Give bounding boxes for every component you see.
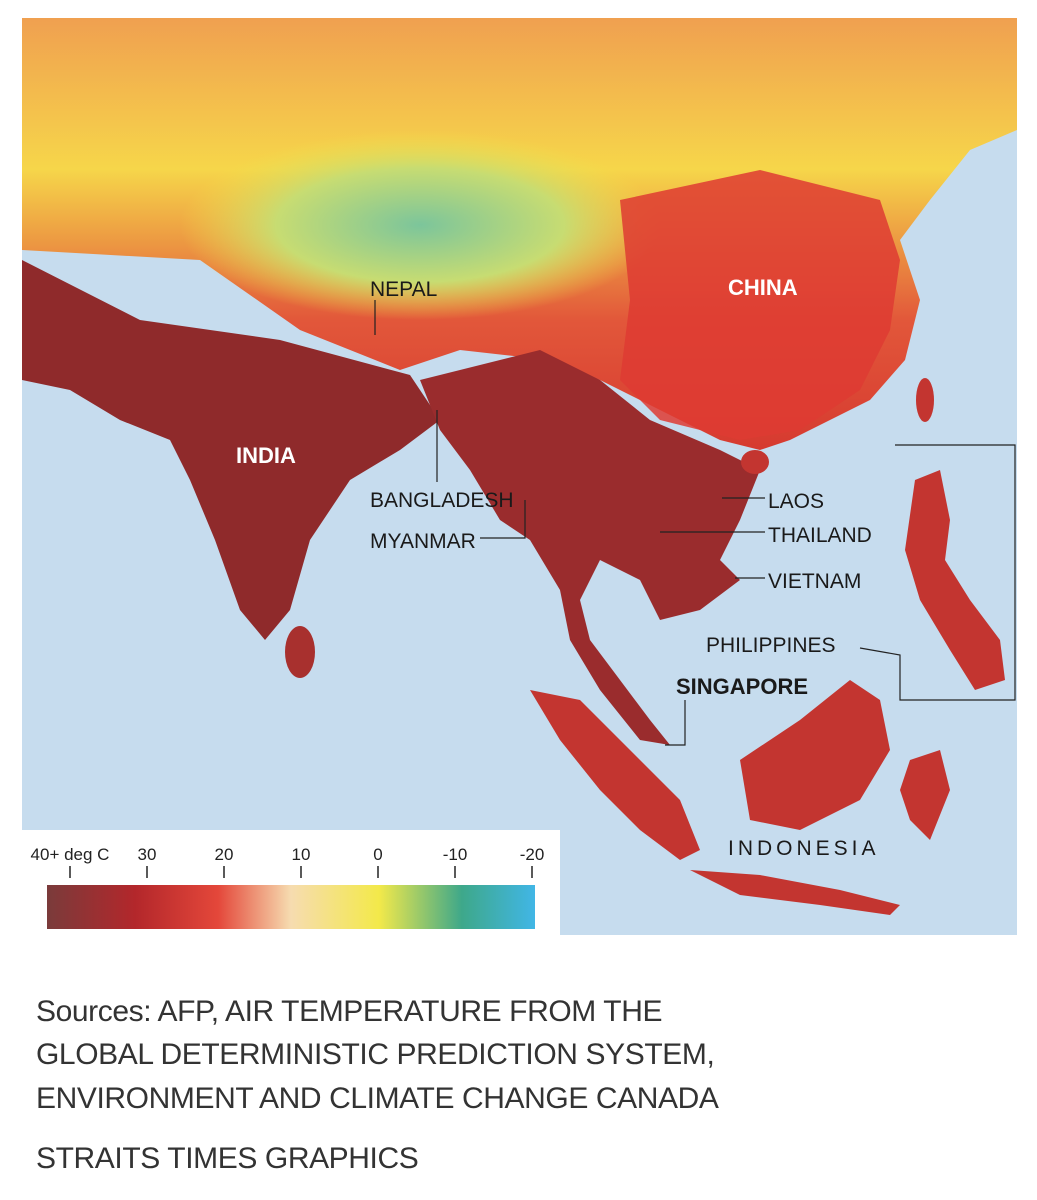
legend-tick-label: 10 <box>292 845 311 864</box>
credit: STRAITS TIMES GRAPHICS <box>36 1142 419 1175</box>
sulawesi <box>900 750 950 840</box>
place-label: THAILAND <box>768 524 872 547</box>
place-label: INDONESIA <box>728 837 880 860</box>
philippines-land <box>905 470 1005 690</box>
map: NEPAL CHINA INDIA BANGLADESH MYANMAR LAO… <box>22 18 1017 935</box>
sources: GLOBAL DETERMINISTIC PREDICTION SYSTEM, <box>36 1038 715 1071</box>
legend-ticks: 40+ deg C 30 20 10 0 -10 -20 <box>31 845 545 878</box>
place-label: SINGAPORE <box>676 674 808 699</box>
place-label: NEPAL <box>370 278 437 301</box>
place-label: INDIA <box>236 443 296 468</box>
legend-tick-label: 30 <box>138 845 157 864</box>
legend-tick-label: -10 <box>443 845 468 864</box>
taiwan <box>916 378 934 422</box>
leader <box>665 700 686 746</box>
hainan <box>741 450 769 474</box>
sri-lanka <box>285 626 315 678</box>
plateau <box>180 130 660 320</box>
legend-scale <box>47 885 535 929</box>
sources: Sources: AFP, AIR TEMPERATURE FROM THE <box>36 995 663 1028</box>
sources: ENVIRONMENT AND CLIMATE CHANGE CANADA <box>36 1082 719 1115</box>
place-label: CHINA <box>728 275 798 300</box>
java <box>690 870 900 915</box>
philippines-box <box>859 444 1016 701</box>
place-label: LAOS <box>768 490 824 513</box>
legend-tick-label: -20 <box>520 845 545 864</box>
sumatra <box>530 690 700 860</box>
legend-tick-label: 20 <box>215 845 234 864</box>
place-label: BANGLADESH <box>370 489 514 512</box>
india <box>22 260 440 640</box>
borneo <box>740 680 890 830</box>
legend-tick-label: 0 <box>373 845 382 864</box>
china-lowlands <box>620 170 900 440</box>
place-label: MYANMAR <box>370 530 476 553</box>
place-label: VIETNAM <box>768 570 861 593</box>
southeast-asia <box>420 350 760 745</box>
legend-tick-label: 40+ deg C <box>31 845 110 864</box>
leader <box>480 500 526 539</box>
place-label: PHILIPPINES <box>706 634 836 657</box>
